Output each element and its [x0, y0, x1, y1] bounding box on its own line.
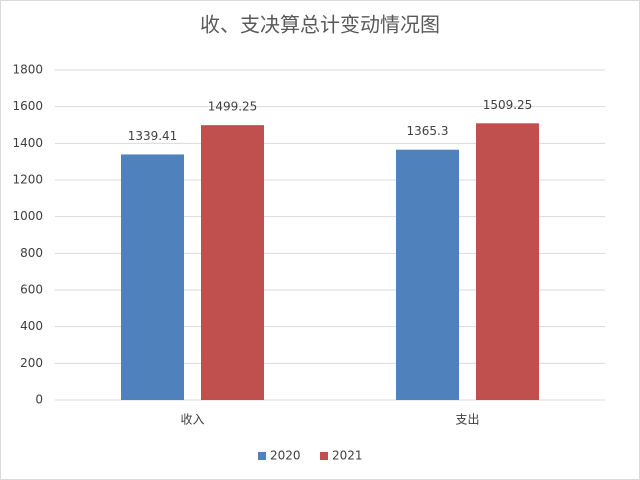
y-tick-label: 800 — [20, 246, 43, 260]
legend-label: 2021 — [332, 449, 363, 463]
data-label: 1365.3 — [407, 124, 449, 138]
bar — [201, 125, 264, 400]
legend-swatch — [258, 452, 266, 460]
legend-label: 2020 — [270, 449, 301, 463]
data-label: 1339.41 — [128, 129, 178, 143]
x-tick-label: 收入 — [180, 413, 204, 427]
y-tick-label: 1400 — [12, 136, 43, 150]
data-label: 1499.25 — [208, 100, 258, 114]
y-tick-label: 1600 — [12, 99, 43, 113]
y-tick-label: 600 — [20, 283, 43, 297]
legend-swatch — [320, 452, 328, 460]
bar — [476, 123, 539, 400]
y-tick-label: 1800 — [12, 63, 43, 77]
bar — [121, 154, 184, 400]
data-label: 1509.25 — [483, 98, 533, 112]
y-tick-label: 400 — [20, 319, 43, 333]
y-tick-label: 200 — [20, 356, 43, 370]
chart-title: 收、支决算总计变动情况图 — [200, 13, 440, 37]
y-tick-label: 1200 — [12, 173, 43, 187]
y-tick-label: 1000 — [12, 209, 43, 223]
y-tick-label: 0 — [35, 393, 43, 407]
x-tick-label: 支出 — [455, 413, 479, 427]
bar — [396, 149, 459, 400]
